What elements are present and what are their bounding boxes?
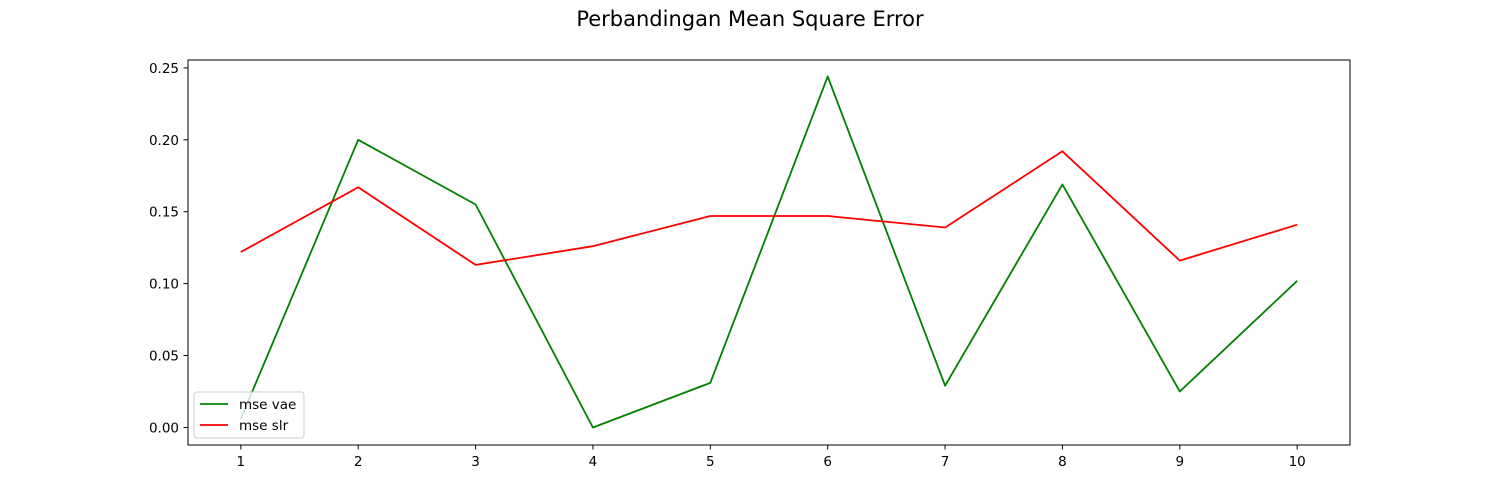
x-tick-label: 4: [589, 454, 598, 470]
x-tick-label: 8: [1058, 454, 1067, 470]
y-tick-label: 0.00: [149, 420, 179, 436]
x-tick-label: 7: [941, 454, 950, 470]
y-tick-label: 0.10: [149, 277, 179, 293]
chart-title: Perbandingan Mean Square Error: [576, 7, 924, 31]
x-tick-label: 3: [471, 454, 480, 470]
legend-label: mse slr: [239, 418, 289, 434]
y-tick-label: 0.05: [149, 349, 179, 365]
legend-label: mse vae: [239, 397, 296, 413]
x-tick-label: 10: [1289, 454, 1306, 470]
axes-frame: [187, 59, 1351, 446]
x-tick-label: 2: [354, 454, 363, 470]
x-tick-label: 1: [237, 454, 246, 470]
y-tick-label: 0.15: [149, 205, 179, 221]
x-tick-label: 9: [1176, 454, 1185, 470]
y-tick-label: 0.25: [149, 61, 179, 77]
plot-area: 1 2 3 4 5 6 7 8 9 10 0.00 0.05 0.10 0.15 0.20 0.25: [149, 59, 1351, 470]
series-line-mse-vae: [239, 75, 1298, 429]
x-tick-label: 5: [706, 454, 715, 470]
x-tick-label: 6: [823, 454, 832, 470]
series-line-mse-slr: [240, 150, 1298, 266]
y-tick-label: 0.20: [149, 133, 179, 149]
legend: mse vae mse slr: [193, 391, 305, 439]
